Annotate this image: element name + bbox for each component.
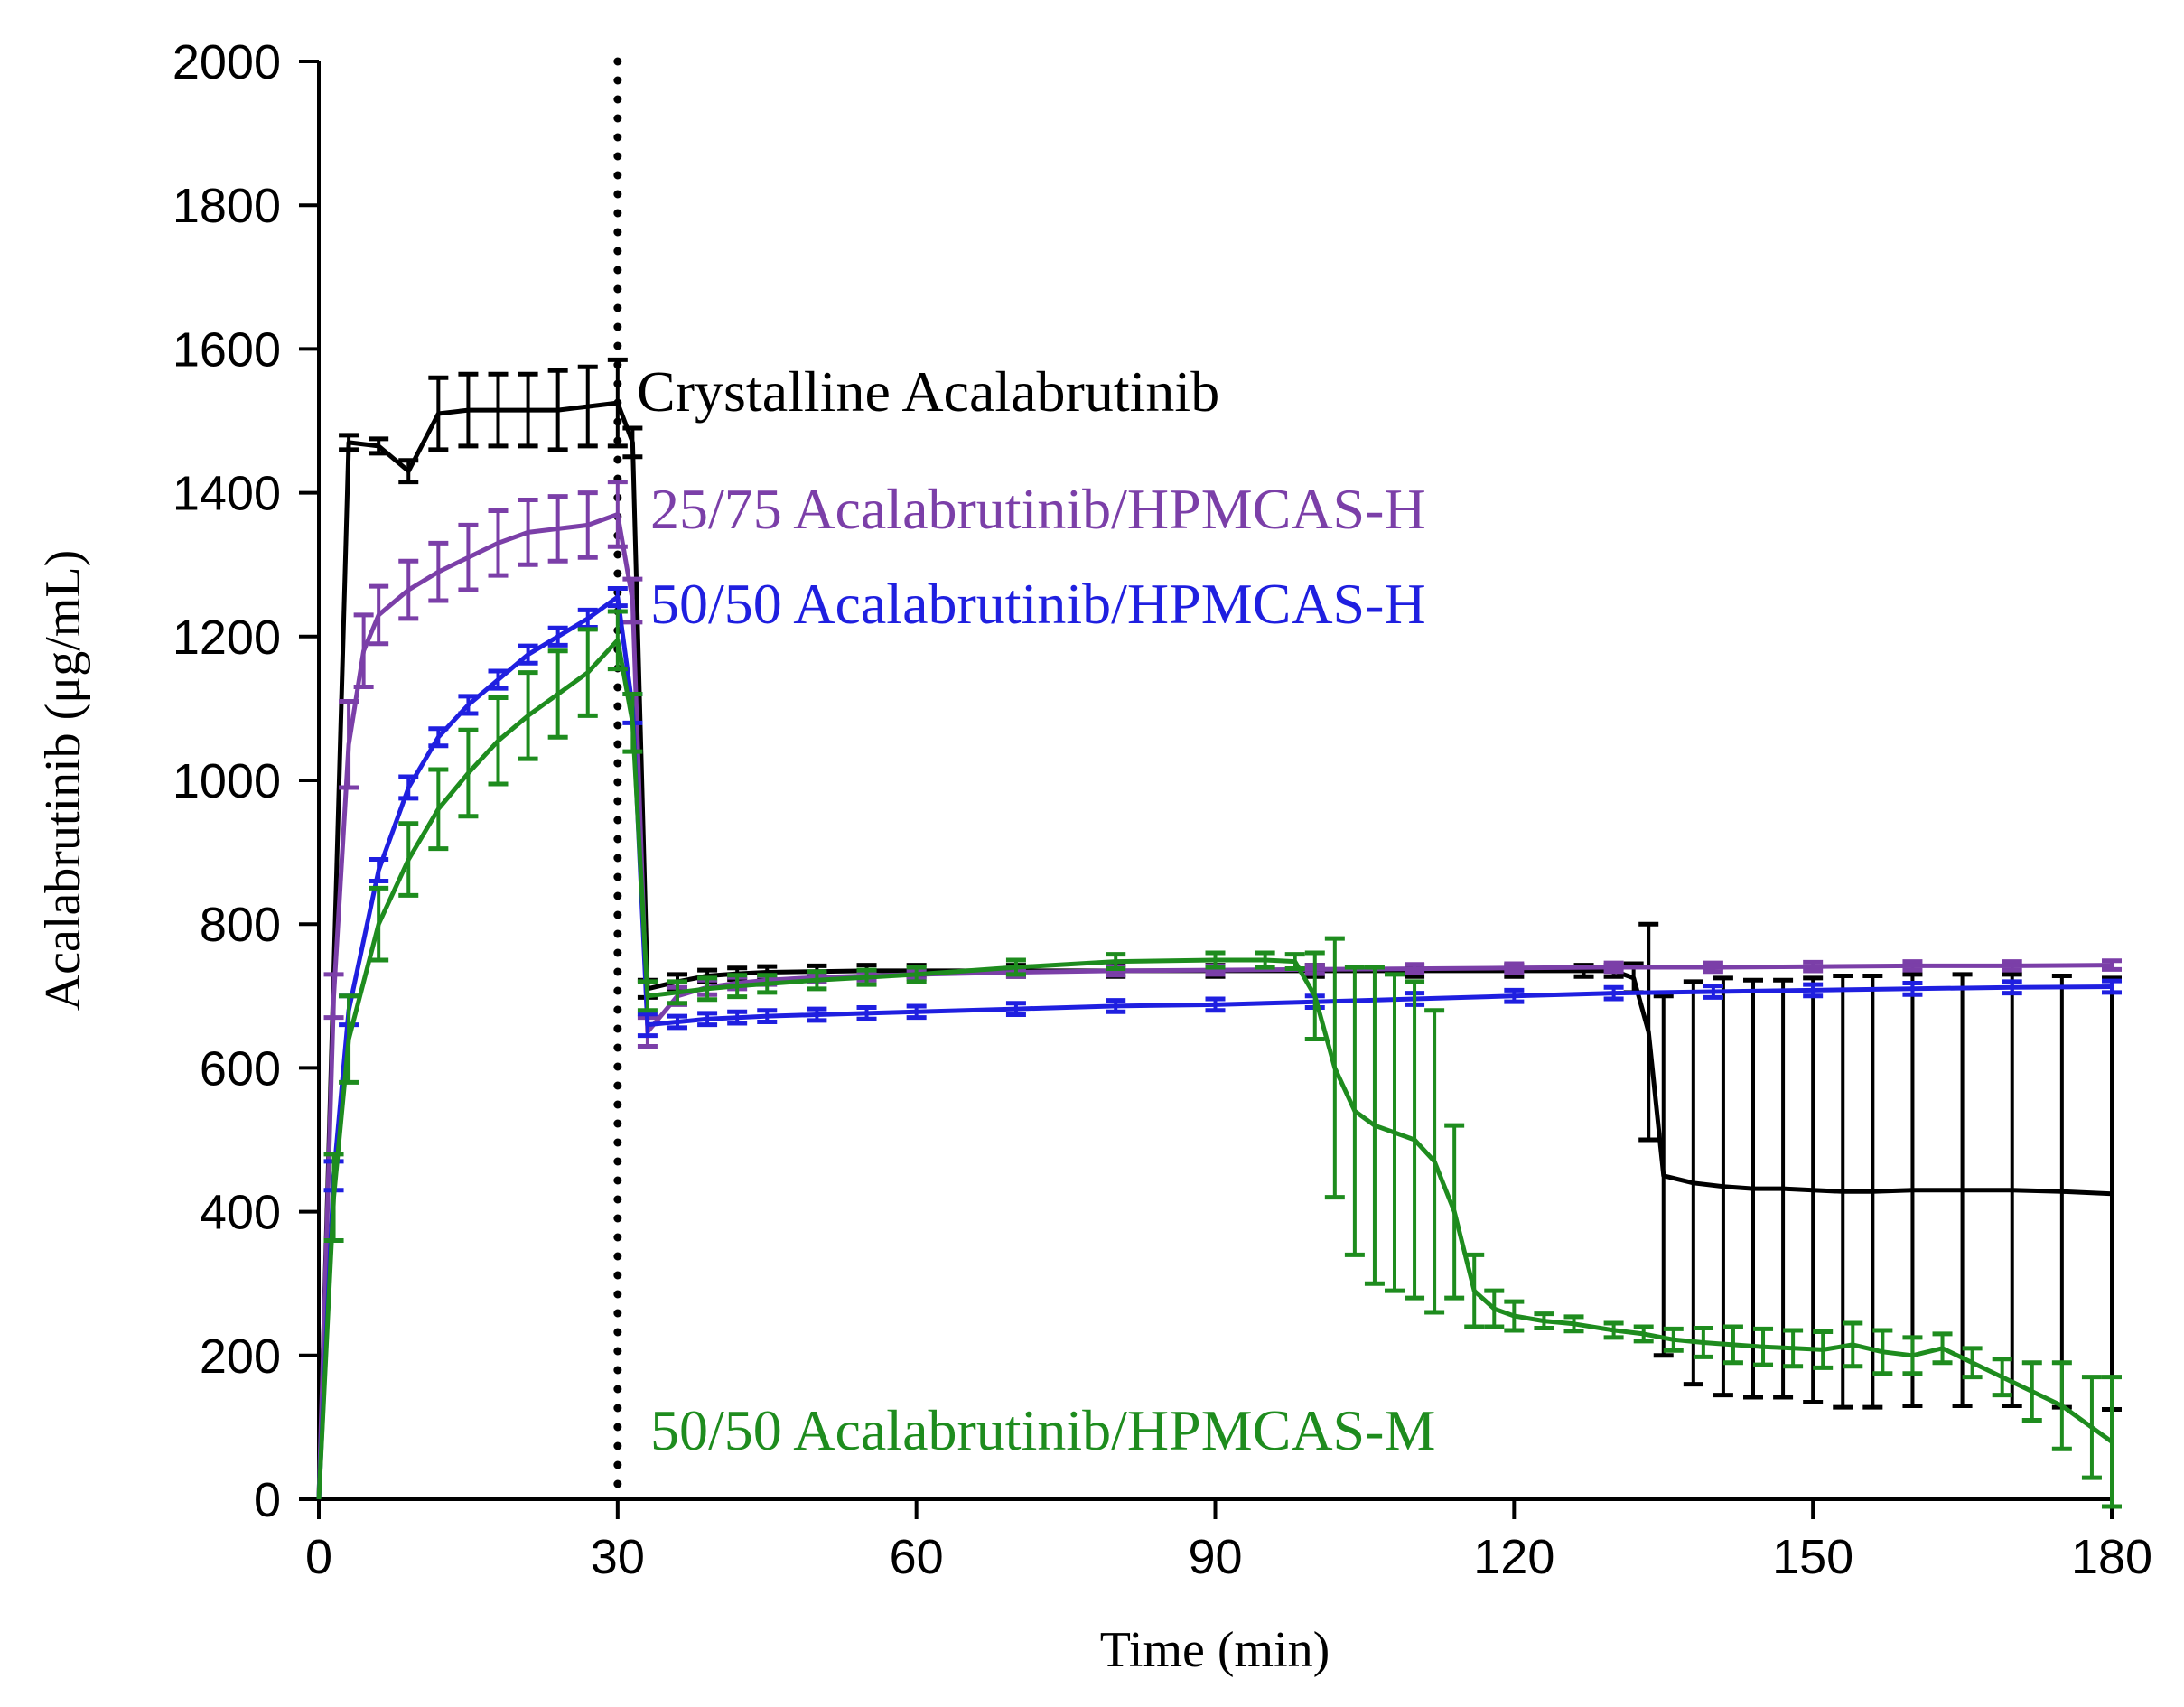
series-label-crystalline: Crystalline Acalabrutinib — [637, 359, 1219, 424]
y-ticks: 0 200 400 600 800 1000 1200 1400 1600 1800 2000 — [173, 35, 319, 1527]
y-tick-label: 2000 — [173, 35, 281, 89]
x-tick-label: 120 — [1473, 1530, 1554, 1584]
y-tick-label: 200 — [200, 1329, 281, 1384]
series-label-25-75-hpmcas-h: 25/75 Acalabrutinib/HPMCAS-H — [650, 477, 1426, 541]
x-tick-label: 180 — [2071, 1530, 2152, 1584]
y-tick-label: 1400 — [173, 467, 281, 521]
x-tick-label: 60 — [890, 1530, 944, 1584]
x-tick-label: 150 — [1772, 1530, 1853, 1584]
x-tick-label: 0 — [305, 1530, 332, 1584]
y-tick-label: 1800 — [173, 179, 281, 233]
y-tick-label: 1600 — [173, 322, 281, 377]
series-line — [316, 594, 2113, 1500]
series-label-50-50-hpmcas-h: 50/50 Acalabrutinib/HPMCAS-H — [650, 572, 1426, 636]
x-ticks: 0 30 60 90 120 150 180 — [305, 1499, 2152, 1584]
series-layer — [316, 357, 2122, 1509]
series-3 — [316, 609, 2122, 1509]
y-tick-label: 1200 — [173, 611, 281, 665]
y-tick-label: 1000 — [173, 754, 281, 808]
series-label-50-50-hpmcas-m: 50/50 Acalabrutinib/HPMCAS-M — [650, 1398, 1435, 1462]
x-tick-label: 90 — [1188, 1530, 1242, 1584]
y-tick-label: 400 — [200, 1186, 281, 1240]
y-tick-label: 0 — [254, 1473, 281, 1527]
x-axis-title: Time (min) — [1100, 1622, 1330, 1678]
y-tick-label: 800 — [200, 898, 281, 952]
series-line — [316, 638, 2114, 1500]
y-tick-label: 600 — [200, 1041, 281, 1096]
y-axis-title: Acalabrutinib (μg/mL) — [35, 550, 91, 1012]
x-tick-label: 30 — [591, 1530, 645, 1584]
